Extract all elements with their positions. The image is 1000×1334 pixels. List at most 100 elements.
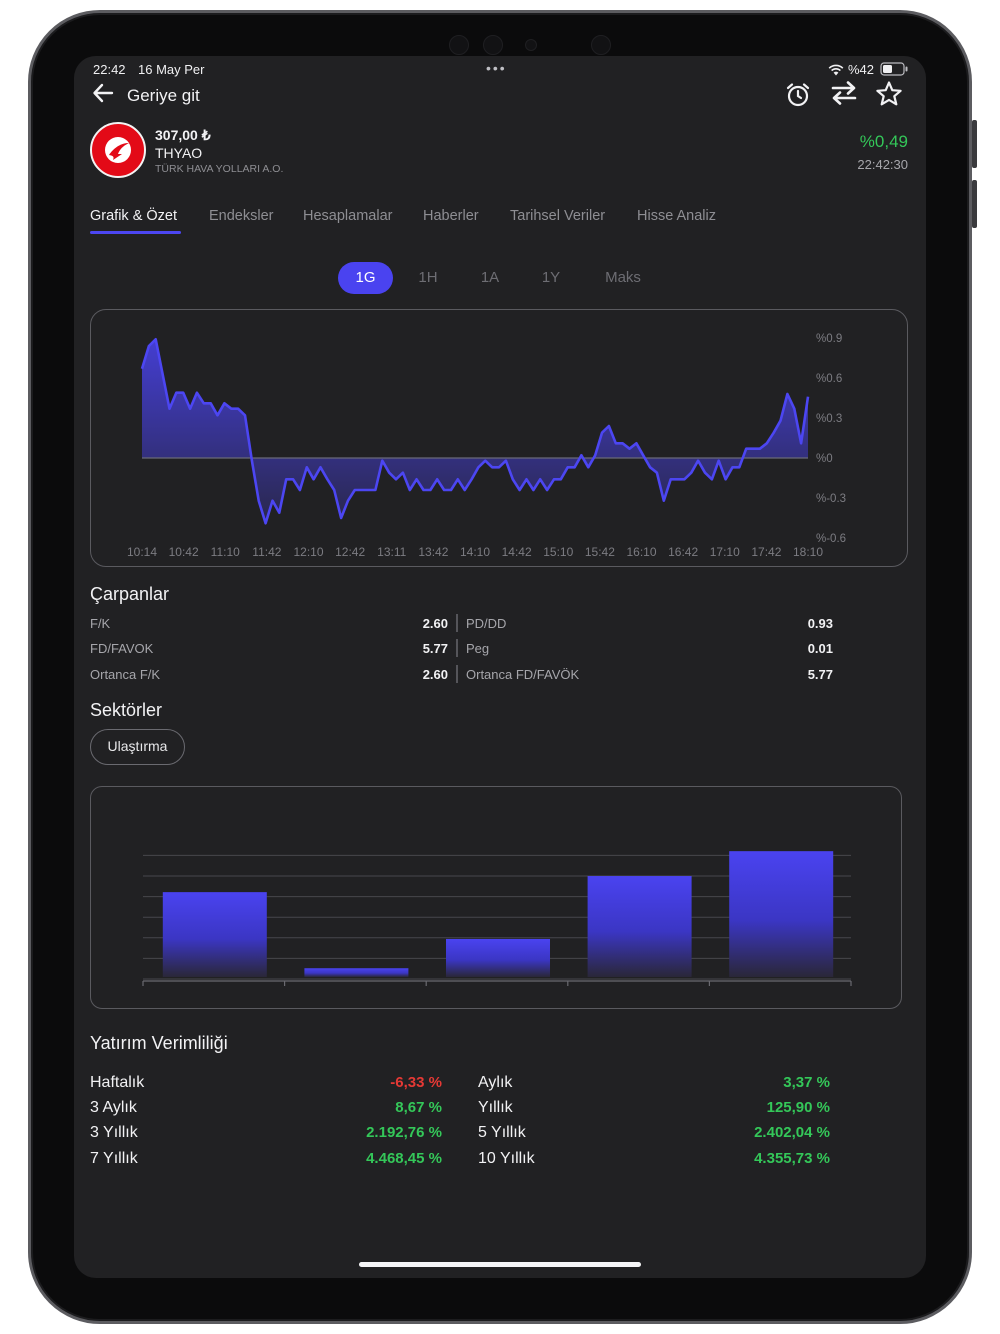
bar <box>304 968 409 977</box>
camera-array <box>441 35 621 57</box>
star-icon[interactable] <box>875 80 903 113</box>
back-button[interactable]: Geriye git <box>127 86 200 105</box>
x-tick-label: 11:42 <box>252 545 281 559</box>
metric-label-ortanca-fd-favok: Ortanca FD/FAVÖK <box>466 667 580 682</box>
range-1a[interactable]: 1A <box>480 269 500 286</box>
camera-lens <box>483 35 503 55</box>
x-tick-label: 12:42 <box>335 545 365 559</box>
x-tick-label: 10:42 <box>169 545 199 559</box>
range-1h[interactable]: 1H <box>418 269 438 286</box>
sensor-dot <box>525 39 537 51</box>
x-tick-label: 18:10 <box>793 545 823 559</box>
metric-value-fk: 2.60 <box>422 616 448 631</box>
return-value-3-yillik: 2.192,76 % <box>366 1124 442 1141</box>
bar <box>729 851 834 977</box>
return-value-3-aylik: 8,67 % <box>395 1099 442 1116</box>
tab-grafik-ozet[interactable]: Grafik & Özet <box>90 208 178 224</box>
x-tick-label: 15:10 <box>543 545 573 559</box>
return-label-5-yillik: 5 Yıllık <box>478 1124 526 1141</box>
status-time: 22:42 <box>93 62 126 77</box>
metric-label-fd-favok: FD/FAVOK <box>90 641 154 656</box>
volume-button <box>972 180 977 228</box>
x-tick-label: 16:42 <box>668 545 698 559</box>
sector-chip[interactable]: Ulaştırma <box>90 729 185 765</box>
return-value-10-yillik: 4.355,73 % <box>754 1150 830 1167</box>
app-screen: 22:42 16 May Per ••• %42 Geriye git 307,… <box>74 56 926 1278</box>
y-tick-label: %0 <box>816 453 833 465</box>
returns-title: Yatırım Verimliliği <box>90 1033 228 1053</box>
tab-hesaplamalar[interactable]: Hesaplamalar <box>303 208 393 224</box>
return-value-5-yillik: 2.402,04 % <box>754 1124 830 1141</box>
return-label-3-yillik: 3 Yıllık <box>90 1124 138 1141</box>
series-line <box>140 338 810 525</box>
turkish-airlines-logo <box>90 122 146 178</box>
wifi-icon <box>828 63 844 81</box>
metric-divider <box>456 665 458 683</box>
series-area <box>142 339 808 524</box>
stock-update-time: 22:42:30 <box>857 157 908 172</box>
tab-tarihsel-veriler[interactable]: Tarihsel Veriler <box>510 208 606 224</box>
multipliers-title: Çarpanlar <box>90 584 170 604</box>
return-label-7-yillik: 7 Yıllık <box>90 1150 138 1167</box>
x-tick-label: 12:10 <box>293 545 323 559</box>
stock-name: TÜRK HAVA YOLLARI A.O. <box>155 163 284 175</box>
metric-label-ortanca-fk: Ortanca F/K <box>90 667 161 682</box>
bar <box>446 938 550 977</box>
metric-label-peg: Peg <box>466 641 490 656</box>
return-label-10-yillik: 10 Yıllık <box>478 1150 535 1167</box>
bar <box>162 892 267 977</box>
y-tick-label: %-0.3 <box>816 493 846 505</box>
camera-lens <box>449 35 469 55</box>
range-maks[interactable]: Maks <box>605 269 641 286</box>
sector-bar-chart[interactable] <box>91 787 903 1010</box>
tab-haberler[interactable]: Haberler <box>423 208 479 224</box>
return-value-haftalik: -6,33 % <box>390 1074 442 1091</box>
active-tab-indicator <box>90 231 181 234</box>
metric-value-pd-dd: 0.93 <box>807 616 833 631</box>
return-label-haftalik: Haftalık <box>90 1074 145 1091</box>
bar <box>587 876 692 977</box>
y-tick-label: %0.9 <box>816 333 842 345</box>
x-tick-label: 13:42 <box>418 545 448 559</box>
x-tick-label: 16:10 <box>626 545 656 559</box>
x-tick-label: 11:10 <box>211 545 240 559</box>
metric-divider <box>456 639 458 657</box>
return-label-aylik: Aylık <box>478 1074 513 1091</box>
range-1g[interactable]: 1G <box>338 262 393 294</box>
alarm-clock-icon[interactable] <box>785 82 811 113</box>
metric-value-peg: 0.01 <box>807 641 833 656</box>
stock-change: %0,49 <box>859 132 908 151</box>
return-value-yillik: 125,90 % <box>766 1099 830 1116</box>
camera-lens <box>591 35 611 55</box>
x-tick-label: 14:10 <box>460 545 490 559</box>
battery-percent: %42 <box>848 62 875 77</box>
metric-label-pd-dd: PD/DD <box>466 616 507 631</box>
tab-hisse-analiz[interactable]: Hisse Analiz <box>637 208 716 224</box>
back-arrow-icon[interactable] <box>92 82 114 108</box>
return-value-7-yillik: 4.468,45 % <box>366 1150 442 1167</box>
home-indicator[interactable] <box>359 1262 641 1267</box>
metric-value-fd-favok: 5.77 <box>422 641 448 656</box>
metric-value-ortanca-fd-favok: 5.77 <box>807 667 833 682</box>
intraday-line-chart[interactable]: %0.9 %0.6 %0.3 %0 %-0.3 %-0.6 10:14 10:42 11:10 1… <box>91 310 909 568</box>
x-tick-label: 13:11 <box>377 545 406 559</box>
stock-price: 307,00 ₺ <box>155 127 211 143</box>
range-1y[interactable]: 1Y <box>541 269 561 286</box>
intraday-chart-panel: %0.9 %0.6 %0.3 %0 %-0.3 %-0.6 10:14 10:42 11:10 1… <box>90 309 908 567</box>
battery-icon <box>880 62 908 81</box>
metric-divider <box>456 614 458 632</box>
x-tick-label: 17:42 <box>751 545 781 559</box>
x-tick-label: 14:42 <box>502 545 532 559</box>
multitask-dots-icon[interactable]: ••• <box>486 60 507 76</box>
sector-bar-chart-panel <box>90 786 902 1009</box>
tab-endeksler[interactable]: Endeksler <box>209 208 274 224</box>
return-label-yillik: Yıllık <box>478 1099 513 1116</box>
return-value-aylik: 3,37 % <box>783 1074 830 1091</box>
swap-arrows-icon[interactable] <box>830 80 858 111</box>
y-tick-label: %-0.6 <box>816 533 846 545</box>
y-tick-label: %0.3 <box>816 413 842 425</box>
metric-value-ortanca-fk: 2.60 <box>422 667 448 682</box>
x-tick-label: 10:14 <box>127 545 157 559</box>
x-tick-label: 15:42 <box>585 545 615 559</box>
x-tick-label: 17:10 <box>710 545 740 559</box>
